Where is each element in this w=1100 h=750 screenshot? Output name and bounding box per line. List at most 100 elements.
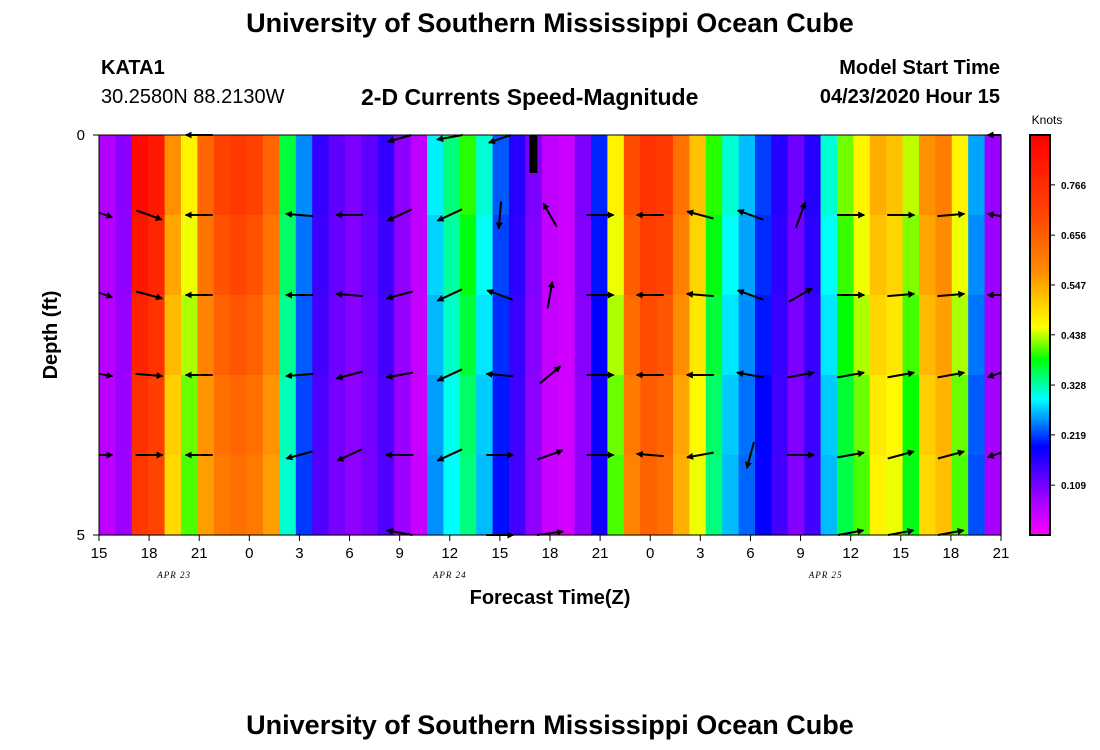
heat-cell [919,295,936,376]
heat-cell [492,295,510,376]
colorbar-tick-label: 0.438 [1061,331,1086,342]
heat-cell [213,135,231,216]
heat-cell [689,135,707,216]
heat-cell [640,455,658,536]
heat-cell [99,215,116,296]
heat-cell [459,135,477,216]
axes: 15 18 21 0 3 6 9 12 15 18 21 0 3 6 9 12 15 18 21 0 5 APR 23 AP… [77,127,1010,580]
heat-cell [394,455,412,536]
heat-cell [968,375,986,456]
heat-cell [804,135,822,216]
heat-cell [230,375,248,456]
heat-cell [476,215,494,296]
heat-cell [427,455,444,536]
heat-cell [935,375,953,456]
heat-cell [230,295,248,376]
current-vector [284,210,313,218]
heat-cell [591,455,608,536]
heat-cell [574,135,592,216]
heat-cell [689,375,707,456]
heat-cell [295,215,313,296]
heat-cell [755,135,772,216]
current-vector [436,208,463,222]
heat-cell [328,215,346,296]
current-vector [937,449,965,460]
heat-cell [99,375,116,456]
x-tick-label: 15 [892,545,909,562]
heat-cell [410,455,428,536]
heat-cell [492,375,510,456]
heat-cell [394,135,412,216]
heat-cell [820,375,838,456]
heat-cell [427,135,444,216]
heat-cell [591,215,608,296]
heat-cell [837,295,854,376]
heat-cell [131,135,149,216]
heat-cell [99,135,116,216]
current-vector [284,372,313,380]
x-tick-label: 21 [993,545,1010,562]
heat-cell [755,375,772,456]
heat-cell [263,215,280,296]
x-tick-label: 21 [191,545,208,562]
current-vector [487,134,512,145]
station-id: KATA1 [101,57,165,79]
x-axis-title: Forecast Time(Z) [470,587,631,609]
heat-cell [673,455,690,536]
heat-cell [197,455,215,536]
heat-cell [230,135,248,216]
current-vector [285,450,313,461]
heat-cell [558,455,576,536]
x-tick-label: 9 [395,545,403,562]
heat-cell [820,455,838,536]
heat-cell [443,375,461,456]
heat-cell [968,295,986,376]
heat-cell [509,215,526,296]
current-vector [536,528,565,536]
heat-cell [279,215,297,296]
heat-cell [279,295,297,376]
heat-cell [197,215,215,296]
current-vector [986,211,1002,219]
colorbar-tick-label: 0.766 [1061,181,1086,192]
heat-cell [968,215,986,296]
current-vector [436,448,463,462]
heat-cell [295,135,313,216]
heat-cell [623,215,641,296]
heat-cell [755,455,772,536]
heat-cell [755,215,772,296]
heat-cell [705,135,723,216]
heat-cell [131,375,149,456]
heat-cell [984,135,1002,216]
x-tick-label: 21 [592,545,609,562]
heat-cell [755,295,772,376]
heat-cell [345,375,362,456]
heat-cell [509,455,526,536]
heat-cell [607,215,625,296]
heat-cell [951,135,969,216]
current-vector [335,290,364,298]
current-vector [385,371,414,380]
heat-cell [574,215,592,296]
current-vector [938,528,965,536]
heat-cell [492,455,510,536]
heat-cell [771,455,789,536]
heat-cell [213,215,231,296]
current-vector [335,370,363,381]
current-vector [135,372,164,380]
heat-cell [640,375,658,456]
station-coordinates: 30.2580N 88.2130W [101,86,285,108]
heat-cell [656,135,674,216]
heat-cell [558,375,576,456]
current-vector [336,448,363,462]
heat-cell [115,215,133,296]
heat-cell [410,215,428,296]
heat-cell [886,375,904,456]
heat-cell [263,455,280,536]
heat-cell [623,455,641,536]
heat-cell [951,295,969,376]
heat-cell [705,375,723,456]
heat-cell [197,375,215,456]
current-vector [937,290,966,298]
